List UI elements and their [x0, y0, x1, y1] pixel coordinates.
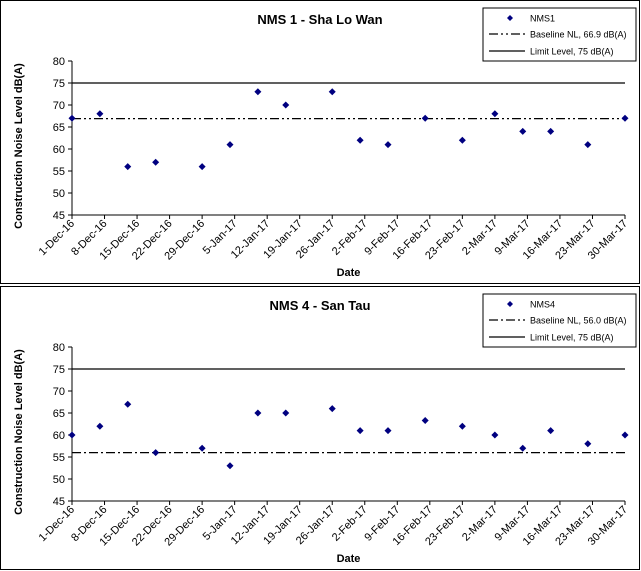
y-tick-label: 45 — [53, 496, 65, 508]
y-tick-label: 75 — [53, 78, 65, 90]
legend-label: NMS1 — [530, 14, 555, 24]
y-axis-label: Construction Noise Level dB(A) — [13, 63, 25, 229]
data-point — [519, 444, 527, 452]
y-tick-label: 55 — [53, 166, 65, 178]
y-tick-label: 65 — [53, 408, 65, 420]
data-point — [282, 101, 290, 109]
data-point — [547, 427, 555, 435]
legend-label: Limit Level, 75 dB(A) — [530, 333, 614, 343]
data-point — [356, 427, 364, 435]
data-point — [96, 422, 104, 430]
data-point — [254, 88, 262, 96]
data-point — [152, 158, 160, 166]
data-point — [328, 88, 336, 96]
data-point — [68, 431, 76, 439]
data-point — [328, 405, 336, 413]
y-tick-label: 45 — [53, 210, 65, 222]
data-point — [491, 110, 499, 118]
data-point — [124, 400, 132, 408]
data-point — [421, 416, 429, 424]
y-tick-label: 70 — [53, 100, 65, 112]
data-point — [124, 163, 132, 171]
data-point — [621, 431, 629, 439]
x-axis-label: Date — [337, 267, 361, 279]
data-point — [458, 422, 466, 430]
data-point — [547, 127, 555, 135]
chart-title: NMS 1 - Sha Lo Wan — [257, 12, 382, 27]
data-point — [254, 409, 262, 417]
y-tick-label: 50 — [53, 188, 65, 200]
data-point — [458, 136, 466, 144]
legend: NMS1 Baseline NL, 66.9 dB(A) Limit Level, … — [482, 7, 637, 62]
y-tick-label: 55 — [53, 452, 65, 464]
data-point — [198, 444, 206, 452]
y-tick-label: 65 — [53, 122, 65, 134]
legend-label: NMS4 — [530, 300, 555, 310]
chart-title: NMS 4 - San Tau — [270, 298, 371, 313]
data-point — [198, 163, 206, 171]
chart-nms4: NMS 4 - San Tau45505560657075801-Dec-168… — [0, 286, 640, 570]
data-point — [226, 462, 234, 470]
y-tick-label: 80 — [53, 342, 65, 354]
data-point — [282, 409, 290, 417]
legend-marker — [507, 15, 513, 21]
data-point — [384, 427, 392, 435]
data-point — [226, 141, 234, 149]
data-point — [68, 114, 76, 122]
legend-label: Limit Level, 75 dB(A) — [530, 47, 614, 57]
y-tick-label: 80 — [53, 56, 65, 68]
data-point — [491, 431, 499, 439]
data-point — [584, 440, 592, 448]
data-point — [152, 449, 160, 457]
y-tick-label: 70 — [53, 386, 65, 398]
data-point — [96, 110, 104, 118]
legend-marker — [507, 301, 513, 307]
y-axis-label: Construction Noise Level dB(A) — [13, 349, 25, 515]
data-point — [356, 136, 364, 144]
data-point — [584, 141, 592, 149]
x-axis-label: Date — [337, 553, 361, 565]
y-tick-label: 50 — [53, 474, 65, 486]
legend-label: Baseline NL, 66.9 dB(A) — [530, 30, 627, 40]
y-tick-label: 60 — [53, 144, 65, 156]
legend-label: Baseline NL, 56.0 dB(A) — [530, 316, 627, 326]
data-point — [621, 114, 629, 122]
data-point — [519, 127, 527, 135]
y-tick-label: 60 — [53, 430, 65, 442]
chart-nms1: NMS 1 - Sha Lo Wan45505560657075801-Dec-… — [0, 0, 640, 284]
data-point — [384, 141, 392, 149]
legend: NMS4 Baseline NL, 56.0 dB(A) Limit Level, … — [482, 293, 637, 348]
y-tick-label: 75 — [53, 364, 65, 376]
data-point — [421, 114, 429, 122]
